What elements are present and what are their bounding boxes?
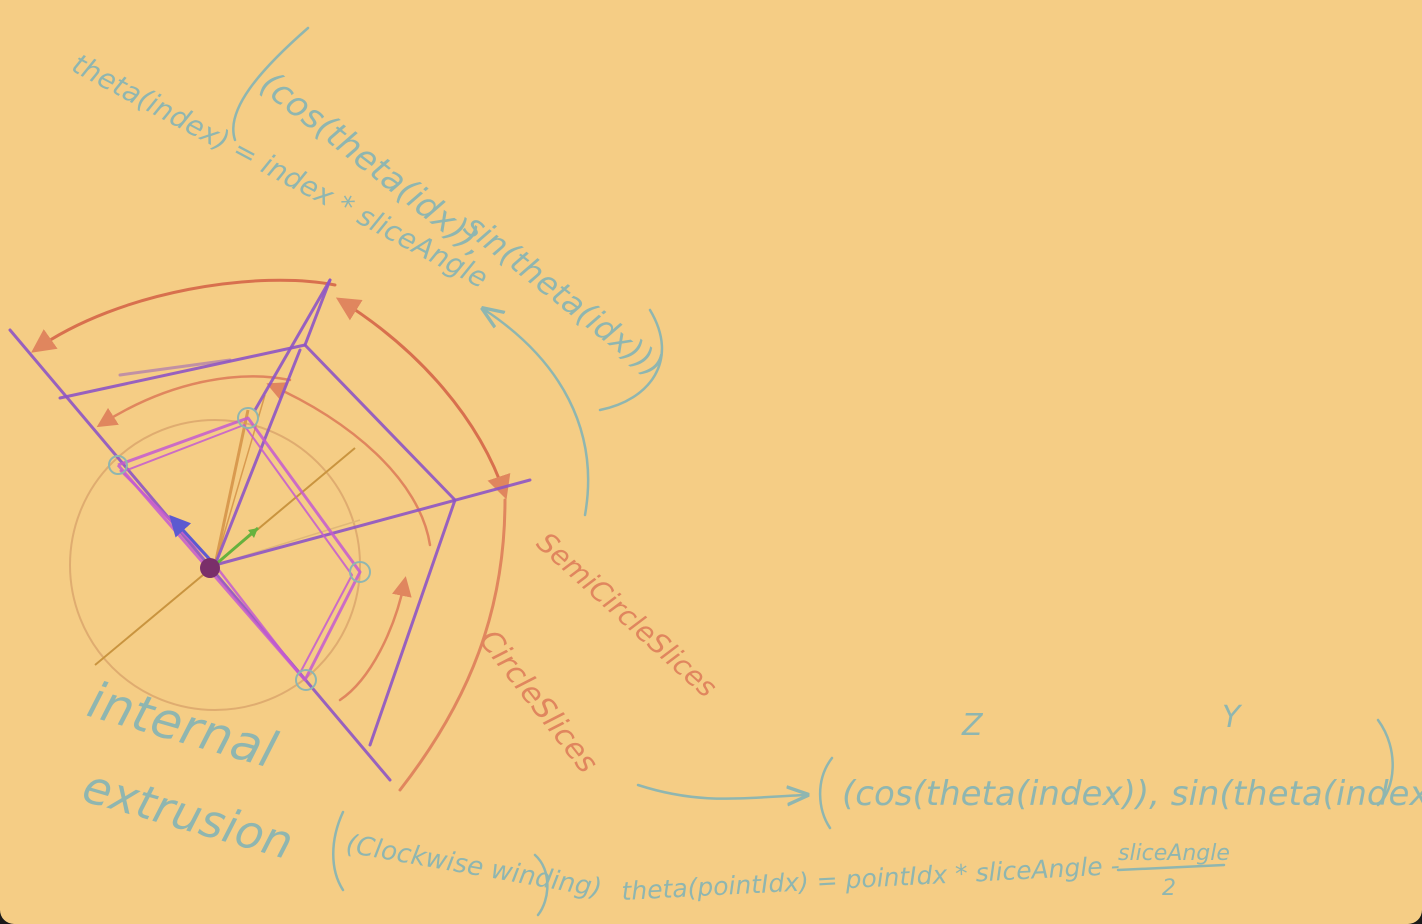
- green-axis-arrow: [214, 526, 259, 567]
- point-theta-expression: theta(pointIdx) = pointIdx * sliceAngle …: [621, 851, 1120, 906]
- unit-circle: [69, 394, 361, 711]
- big-paren-close: [598, 308, 664, 412]
- extrusion-polygon: [8, 278, 532, 782]
- curve-arrow: [485, 310, 590, 517]
- y-axis-label: Y: [1222, 700, 1243, 735]
- blue-axis-arrow: [169, 514, 217, 567]
- fraction-denominator: 2: [1162, 876, 1176, 901]
- big-paren-open: [232, 26, 310, 142]
- teal-annotations: [232, 26, 1394, 917]
- winding-paren-open: [332, 810, 345, 892]
- circle-label: CircleSlices: [472, 623, 605, 779]
- vec-paren-close: [1376, 718, 1394, 807]
- tuple-close: sin(theta(idx))): [457, 206, 670, 384]
- handwritten-notes: theta(index) = index * sliceAngle (cos(t…: [67, 47, 1422, 906]
- z-axis-label: Z: [961, 708, 984, 743]
- vec-paren-open: [818, 756, 834, 830]
- origin-point: [200, 558, 220, 578]
- semicircle-slice-arcs: [31, 278, 511, 792]
- straight-arrow: [636, 783, 805, 799]
- fraction-numerator: sliceAngle: [1118, 841, 1230, 866]
- fraction-bar: [1116, 863, 1226, 872]
- vertex-markers: [108, 407, 371, 691]
- internal-label: internal: [82, 671, 283, 780]
- origin-axes: [169, 514, 259, 578]
- winding-paren-close: [533, 853, 549, 917]
- winding-label: (Clockwise winding): [344, 829, 604, 904]
- semicircle-label: SemiCircleSlices: [530, 526, 723, 704]
- vector-expression: (cos(theta(index)), sin(theta(index))): [842, 774, 1422, 814]
- inner-polygon: [116, 416, 362, 682]
